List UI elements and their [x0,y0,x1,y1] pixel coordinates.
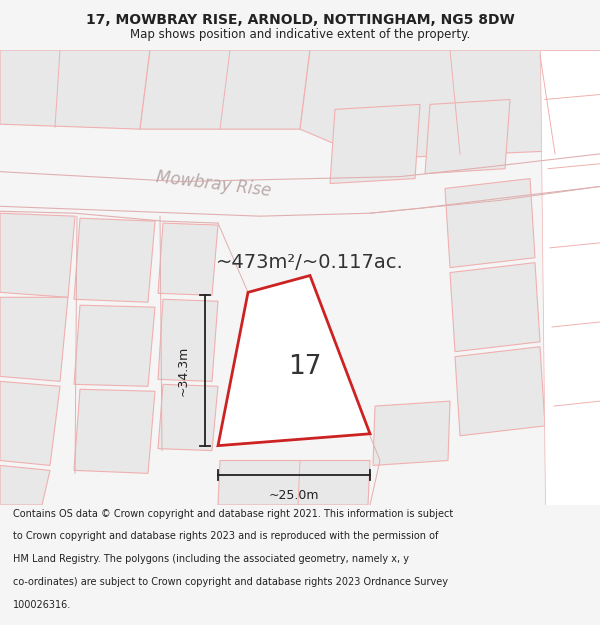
Text: to Crown copyright and database rights 2023 and is reproduced with the permissio: to Crown copyright and database rights 2… [13,531,439,541]
Polygon shape [0,466,50,505]
Text: HM Land Registry. The polygons (including the associated geometry, namely x, y: HM Land Registry. The polygons (includin… [13,554,409,564]
Polygon shape [158,223,218,295]
Polygon shape [455,347,545,436]
Text: Contains OS data © Crown copyright and database right 2021. This information is : Contains OS data © Crown copyright and d… [13,509,454,519]
Polygon shape [218,461,370,505]
Text: ~473m²/~0.117ac.: ~473m²/~0.117ac. [216,253,404,272]
Polygon shape [140,50,310,129]
Text: Mowbray Rise: Mowbray Rise [155,168,272,201]
Polygon shape [74,389,155,473]
Polygon shape [0,50,150,129]
Polygon shape [300,50,600,159]
Polygon shape [74,305,155,386]
Text: Map shows position and indicative extent of the property.: Map shows position and indicative extent… [130,28,470,41]
Polygon shape [158,384,218,451]
Polygon shape [425,99,510,174]
Text: ~34.3m: ~34.3m [176,346,190,396]
Polygon shape [330,104,420,184]
Text: co-ordinates) are subject to Crown copyright and database rights 2023 Ordnance S: co-ordinates) are subject to Crown copyr… [13,577,448,587]
Text: 17, MOWBRAY RISE, ARNOLD, NOTTINGHAM, NG5 8DW: 17, MOWBRAY RISE, ARNOLD, NOTTINGHAM, NG… [86,12,514,26]
Polygon shape [0,381,60,466]
Polygon shape [74,218,155,302]
Polygon shape [218,276,370,446]
Polygon shape [445,179,535,268]
Text: 17: 17 [288,354,321,380]
Polygon shape [373,401,450,466]
Polygon shape [0,298,68,381]
Polygon shape [450,262,540,352]
Text: ~25.0m: ~25.0m [269,489,319,502]
Polygon shape [0,213,75,298]
Text: 100026316.: 100026316. [13,600,71,610]
Polygon shape [158,299,218,381]
Polygon shape [540,50,600,505]
